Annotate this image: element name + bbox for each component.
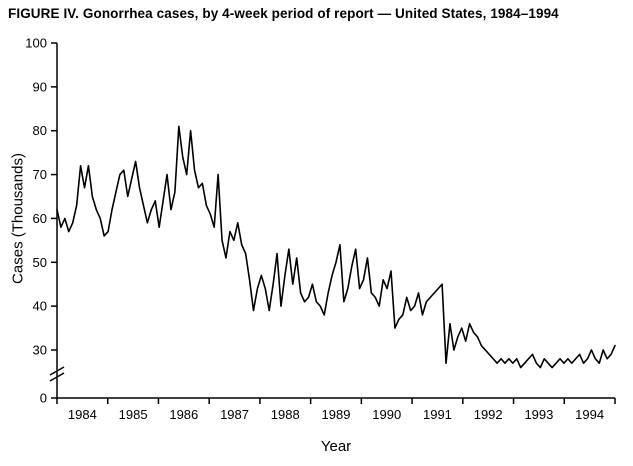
line-chart: 0 30 40 50 60 70 80 90 100 1984 1985 1986 1987 1988 19… bbox=[25, 36, 616, 422]
tick-label: 1992 bbox=[474, 407, 503, 422]
tick-label: 1985 bbox=[119, 407, 148, 422]
axis-break-mark bbox=[49, 366, 65, 376]
tick-label: 100 bbox=[25, 36, 47, 51]
tick-label: 1991 bbox=[423, 407, 452, 422]
tick-label: 1986 bbox=[169, 407, 198, 422]
figure-title: FIGURE IV. Gonorrhea cases, by 4-week pe… bbox=[8, 6, 559, 21]
tick-label: 0 bbox=[40, 391, 47, 406]
tick-label: 1988 bbox=[271, 407, 300, 422]
tick-label: 40 bbox=[33, 299, 47, 314]
tick-label: 1993 bbox=[524, 407, 553, 422]
axis-break-mark bbox=[49, 372, 65, 382]
tick-label: 1994 bbox=[575, 407, 604, 422]
tick-label: 30 bbox=[33, 343, 47, 358]
tick-label: 80 bbox=[33, 123, 47, 138]
tick-label: 1987 bbox=[220, 407, 249, 422]
tick-label: 1989 bbox=[322, 407, 351, 422]
data-line-gonorrhea-cases bbox=[56, 125, 616, 369]
tick-label: 1990 bbox=[372, 407, 401, 422]
tick-label: 90 bbox=[33, 79, 47, 94]
tick-label: 60 bbox=[33, 211, 47, 226]
tick-label: 50 bbox=[33, 255, 47, 270]
x-axis-label: Year bbox=[320, 438, 352, 455]
tick-label: 70 bbox=[33, 167, 47, 182]
tick-label: 1984 bbox=[68, 407, 97, 422]
